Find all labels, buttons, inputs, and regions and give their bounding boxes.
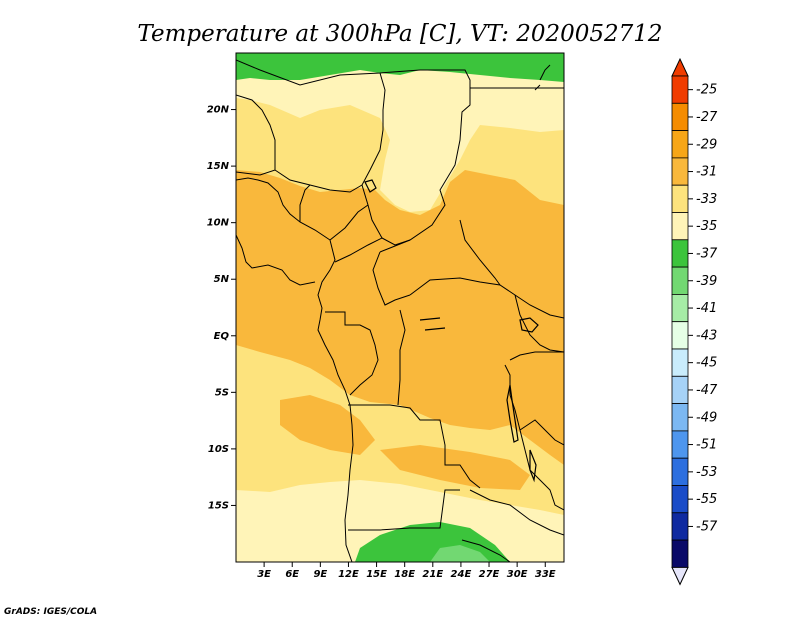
lon-tick-label: 30E xyxy=(507,569,528,580)
field-band-minus37-north xyxy=(236,53,564,82)
colorbar-segment xyxy=(671,157,689,186)
lon-tick-label: 12E xyxy=(338,569,359,580)
lon-tick-label: 6E xyxy=(285,569,299,580)
lat-tick-label: EQ xyxy=(214,331,230,342)
lat-tick-label: 5N xyxy=(214,274,230,285)
colorbar-segment xyxy=(671,184,689,213)
lat-tick-label: 5S xyxy=(215,387,229,398)
colorbar-segment xyxy=(671,321,689,350)
colorbar-segment xyxy=(671,348,689,377)
colorbar-segment xyxy=(671,457,689,486)
lat-tick-label: 15S xyxy=(208,500,229,511)
colorbar-segment xyxy=(671,212,689,241)
borders xyxy=(236,59,564,562)
lakes xyxy=(364,179,539,483)
latitude-axis: 20N 15N 10N 5N EQ 5S 10S 15S xyxy=(207,105,236,511)
colorbar-segment xyxy=(671,75,689,104)
colorbar-segment xyxy=(671,266,689,295)
colorbar-label: -25 xyxy=(696,83,717,98)
colorbar-label: -47 xyxy=(696,383,718,398)
colorbar-label: -57 xyxy=(696,519,718,534)
colorbar-top-arrow xyxy=(671,57,689,77)
field-band-minus35-north xyxy=(236,53,564,212)
colorbar-segment xyxy=(671,293,689,323)
colorbar-segment xyxy=(671,485,689,514)
colorbar-segment xyxy=(671,102,689,132)
lat-tick-label: 15N xyxy=(207,161,230,172)
colorbar-label: -53 xyxy=(696,465,717,480)
lon-tick-label: 3E xyxy=(257,569,271,580)
lat-tick-label: 20N xyxy=(207,105,230,116)
lon-tick-label: 24E xyxy=(451,569,472,580)
colorbar-label: -33 xyxy=(696,192,717,207)
colorbar-segment xyxy=(671,512,689,541)
colorbar-label: -45 xyxy=(696,356,717,371)
colorbar: -25 -27 -29 -31 -33 -35 -37 -39 -41 -43 -45 -47 -49 -… xyxy=(671,57,718,586)
colorbar-label: -29 xyxy=(696,137,717,152)
lon-tick-label: 33E xyxy=(535,569,556,580)
lon-tick-label: 15E xyxy=(366,569,387,580)
lon-tick-label: 18E xyxy=(394,569,415,580)
longitude-axis: 3E 6E 9E 12E 15E 18E 21E 24E 27E 30E 33E xyxy=(257,562,556,580)
colorbar-label: -31 xyxy=(696,165,717,180)
colorbar-label: -35 xyxy=(696,219,717,234)
colorbar-label: -37 xyxy=(696,246,718,261)
colorbar-segment xyxy=(671,239,689,268)
lon-tick-label: 21E xyxy=(422,569,443,580)
colorbar-segment xyxy=(671,403,689,432)
colorbar-segment xyxy=(671,130,689,159)
colorbar-label: -51 xyxy=(696,438,717,453)
colorbar-label: -27 xyxy=(696,110,718,125)
field-patch-minus31-a xyxy=(280,395,375,455)
lat-tick-label: 10S xyxy=(208,444,229,455)
lon-tick-label: 9E xyxy=(313,569,327,580)
map-panel xyxy=(235,52,565,563)
colorbar-label: -41 xyxy=(696,301,717,316)
colorbar-segment xyxy=(671,539,689,568)
field-patch-minus39-south xyxy=(430,545,490,562)
colorbar-bottom-arrow xyxy=(671,566,689,586)
colorbar-label: -49 xyxy=(696,410,717,425)
map-frame xyxy=(235,52,565,563)
figure-title: Temperature at 300hPa [C], VT: 202005271… xyxy=(137,21,662,47)
field-patch-minus31-b xyxy=(380,445,530,490)
colorbar-label: -43 xyxy=(696,328,717,343)
colorbar-segment xyxy=(671,375,689,404)
grads-credit: GrADS: IGES/COLA xyxy=(4,607,97,617)
lat-tick-label: 10N xyxy=(207,218,230,229)
colorbar-segment xyxy=(671,430,689,459)
lon-tick-label: 27E xyxy=(479,569,500,580)
colorbar-label: -55 xyxy=(696,492,717,507)
colorbar-label: -39 xyxy=(696,274,717,289)
